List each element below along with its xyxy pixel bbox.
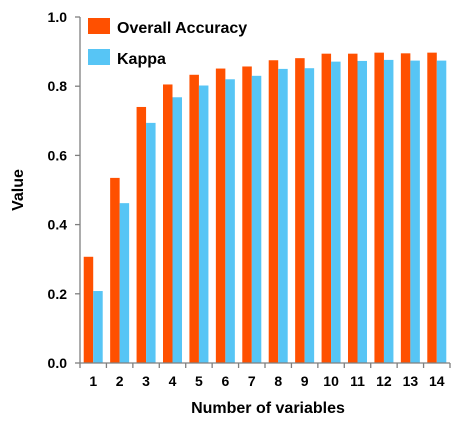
bar-overall-accuracy-3 — [136, 106, 147, 364]
bar-kappa-9 — [304, 68, 315, 364]
bar-overall-accuracy-2 — [110, 177, 120, 363]
x-tick-label: 2 — [116, 373, 124, 389]
bar-overall-accuracy-5 — [189, 74, 199, 363]
bar-overall-accuracy-4 — [163, 84, 173, 363]
bar-kappa-2 — [119, 203, 130, 363]
bar-kappa-1 — [93, 291, 103, 363]
y-tick-label: 0.0 — [48, 355, 68, 371]
bar-kappa-7 — [251, 75, 262, 363]
x-tick-label: 1 — [89, 373, 97, 389]
legend-label-kappa: Kappa — [117, 51, 166, 68]
x-tick-label: 9 — [301, 373, 309, 389]
bar-kappa-5 — [198, 85, 209, 363]
x-tick-label: 8 — [274, 373, 282, 389]
bar-kappa-10 — [331, 61, 341, 363]
x-tick-label: 6 — [221, 373, 229, 389]
bar-kappa-14 — [436, 60, 447, 363]
bar-overall-accuracy-14 — [427, 52, 437, 363]
y-tick-label: 0.8 — [48, 78, 68, 94]
bar-overall-accuracy-9 — [295, 58, 305, 364]
bar-overall-accuracy-12 — [374, 52, 384, 363]
bar-kappa-4 — [172, 97, 182, 364]
legend: Overall Accuracy Kappa — [88, 18, 247, 68]
x-tick-label: 3 — [142, 373, 150, 389]
bar-overall-accuracy-1 — [83, 256, 94, 363]
y-tick-label: 0.2 — [48, 286, 68, 302]
y-axis-title: Value — [10, 169, 27, 211]
x-tick-label: 10 — [323, 373, 339, 389]
bar-overall-accuracy-13 — [400, 53, 411, 363]
x-tick-label: 11 — [350, 373, 365, 389]
legend-swatch-overall-accuracy — [88, 18, 110, 34]
axes-layer — [79, 17, 450, 364]
bars-layer — [83, 52, 447, 364]
x-axis-title: Number of variables — [191, 400, 345, 417]
x-tick-label: 5 — [195, 373, 203, 389]
y-tick-label: 0.6 — [48, 147, 68, 163]
legend-swatch-kappa — [88, 49, 110, 65]
x-tick-label: 4 — [169, 373, 177, 389]
y-tick-label: 1.0 — [48, 9, 68, 25]
bar-overall-accuracy-8 — [268, 60, 279, 363]
y-tick-label: 0.4 — [48, 217, 68, 233]
x-tick-label: 13 — [403, 373, 419, 389]
ticks-layer: 0.00.20.40.60.81.01 2 3 4 5 6 7 8 9 10 11 12 13 14 — [48, 9, 451, 389]
bar-kappa-12 — [383, 59, 394, 364]
bar-overall-accuracy-11 — [348, 53, 358, 364]
legend-label-overall-accuracy: Overall Accuracy — [117, 20, 247, 37]
bar-overall-accuracy-10 — [321, 53, 332, 364]
x-tick-label: 12 — [376, 373, 392, 389]
x-tick-label: 14 — [429, 373, 445, 389]
bar-kappa-11 — [357, 60, 367, 363]
bar-kappa-3 — [146, 122, 156, 363]
bar-overall-accuracy-7 — [242, 66, 252, 363]
bar-overall-accuracy-6 — [215, 68, 226, 364]
bar-kappa-6 — [225, 79, 235, 363]
bar-kappa-13 — [410, 60, 420, 363]
bar-kappa-8 — [278, 68, 288, 364]
x-tick-label: 7 — [248, 373, 256, 389]
